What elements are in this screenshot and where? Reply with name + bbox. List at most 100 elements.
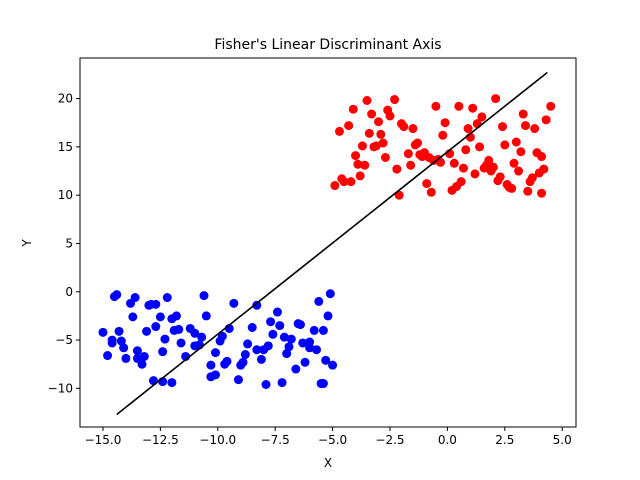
data-point <box>374 117 384 127</box>
data-point <box>114 326 124 336</box>
data-point <box>119 343 129 353</box>
x-tick-label: −2.5 <box>375 433 404 447</box>
data-point <box>376 129 386 139</box>
data-point <box>158 347 168 357</box>
series-0-points <box>98 289 338 389</box>
data-point <box>470 169 480 179</box>
data-point <box>107 335 117 345</box>
data-point <box>353 159 363 169</box>
y-tick-label: 10 <box>58 188 73 202</box>
data-point <box>236 360 246 370</box>
data-point <box>132 346 142 356</box>
chart-title: Fisher's Linear Discriminant Axis <box>214 37 441 53</box>
data-point <box>479 163 489 173</box>
data-point <box>222 356 232 366</box>
data-point <box>321 355 331 365</box>
data-point <box>286 334 296 344</box>
data-point <box>309 325 319 335</box>
data-point <box>520 121 530 131</box>
data-point <box>323 311 333 321</box>
data-point <box>344 121 354 131</box>
plot-frame <box>79 57 577 428</box>
data-point <box>199 291 209 301</box>
data-point <box>151 322 161 332</box>
data-point <box>272 307 282 317</box>
data-point <box>534 168 544 178</box>
data-point <box>298 338 308 348</box>
data-point <box>364 128 374 138</box>
data-point <box>130 293 140 303</box>
data-point <box>346 177 356 187</box>
data-point <box>256 354 266 364</box>
data-point <box>440 118 450 128</box>
data-point <box>229 298 239 308</box>
data-point <box>169 325 179 335</box>
data-point <box>468 103 478 113</box>
data-point <box>210 370 220 380</box>
data-point <box>121 353 131 363</box>
plot-area <box>98 71 556 416</box>
series-1-points <box>330 94 556 200</box>
data-point <box>103 351 113 361</box>
data-point <box>348 104 358 114</box>
data-point <box>316 379 326 389</box>
x-tick-label: 0.0 <box>438 433 457 447</box>
data-point <box>137 359 147 369</box>
data-point <box>300 357 310 367</box>
data-point <box>477 112 487 122</box>
data-point <box>463 124 473 134</box>
data-point <box>247 323 257 333</box>
y-tick-label: −10 <box>48 381 73 395</box>
data-point <box>128 312 138 322</box>
data-point <box>507 183 517 193</box>
data-point <box>139 351 149 361</box>
x-axis-label: X <box>324 456 332 470</box>
data-point <box>491 94 501 104</box>
data-point <box>197 332 207 342</box>
data-point <box>318 325 328 335</box>
data-point <box>325 289 335 299</box>
data-point <box>98 327 108 337</box>
data-point <box>176 338 186 348</box>
x-tick-label: −7.5 <box>261 433 290 447</box>
data-point <box>282 349 292 359</box>
data-point <box>252 300 262 310</box>
y-axis-label: Y <box>20 239 34 248</box>
data-point <box>210 348 220 358</box>
data-point <box>431 101 441 111</box>
data-point <box>160 334 170 344</box>
data-point <box>523 186 533 196</box>
data-point <box>355 171 365 181</box>
data-point <box>142 326 152 336</box>
data-point <box>314 296 324 306</box>
data-point <box>112 290 122 300</box>
data-point <box>525 177 535 187</box>
data-point <box>537 152 547 162</box>
y-tick-label: 20 <box>58 92 73 106</box>
y-tick-label: −5 <box>55 333 73 347</box>
data-point <box>268 329 278 339</box>
x-tick-label: −5.0 <box>318 433 347 447</box>
data-point <box>530 124 540 134</box>
data-point <box>493 176 503 186</box>
x-tick-label: −12.5 <box>142 433 179 447</box>
data-point <box>475 142 485 152</box>
data-point <box>541 115 551 125</box>
data-point <box>390 95 400 105</box>
x-tick-label: −15.0 <box>85 433 122 447</box>
y-tick-label: 0 <box>65 285 73 299</box>
data-point <box>293 319 303 329</box>
data-point <box>334 126 344 136</box>
data-point <box>403 149 413 159</box>
data-point <box>461 145 471 155</box>
data-point <box>275 321 285 331</box>
data-point <box>500 140 510 150</box>
data-point <box>449 158 459 168</box>
axes: −15.0 −12.5 −10.0 −7.5 −5.0 −2.5 0.0 2.5 5.0 −10 −… <box>48 57 577 447</box>
data-point <box>305 343 315 353</box>
data-point <box>369 142 379 152</box>
data-point <box>148 376 158 386</box>
data-point <box>167 378 177 388</box>
